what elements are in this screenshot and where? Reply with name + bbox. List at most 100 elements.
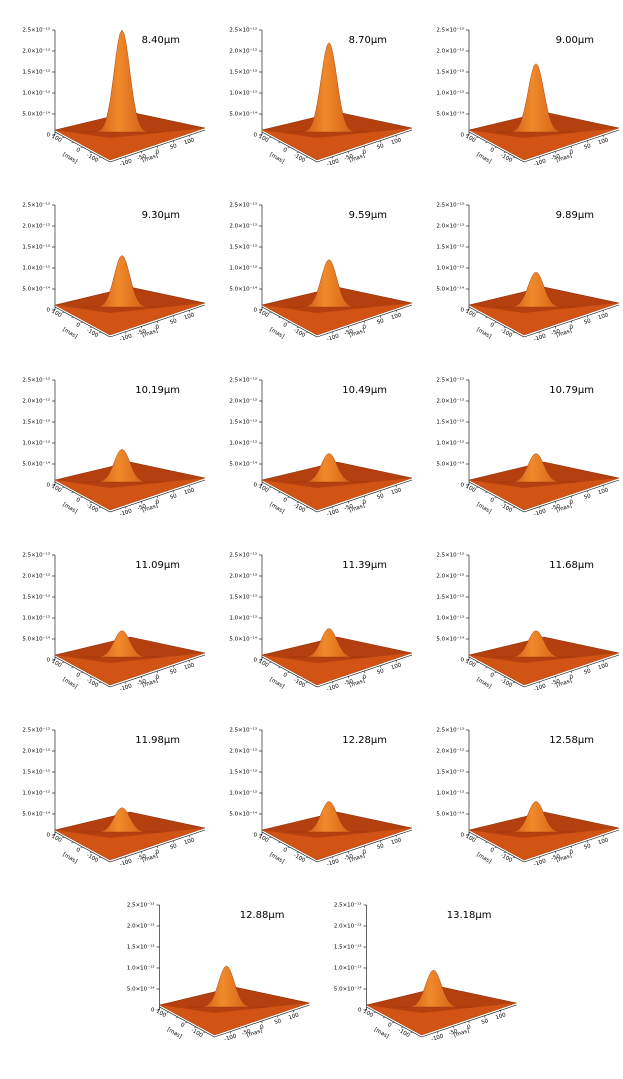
z-tick-label: 5.0×10⁻¹⁴	[127, 986, 155, 993]
x-tick-label: 50	[481, 1018, 490, 1026]
panel: 0 5.0×10⁻¹⁴ 1.0×10⁻¹³ 1.5×10⁻¹³ 2.0×10⁻¹³ 2.5…	[22, 552, 206, 693]
panel-title: 12.88μm	[240, 910, 285, 921]
y-tick	[382, 1016, 385, 1019]
z-tick-label: 2.5×10⁻¹³	[436, 202, 464, 209]
z-tick-label: 2.0×10⁻¹³	[229, 748, 257, 755]
z-tick-label: 1.5×10⁻¹³	[436, 244, 464, 251]
y-tick-label: 0	[75, 147, 81, 154]
x-axis-label: [mas]	[556, 153, 573, 164]
z-tick-label: 1.5×10⁻¹³	[229, 419, 257, 426]
y-tick-label: 100	[257, 309, 270, 320]
y-tick	[287, 671, 290, 674]
y-tick-label: 100	[257, 134, 270, 145]
y-tick	[194, 1026, 197, 1029]
y-tick	[503, 676, 506, 679]
surface-shade	[262, 653, 412, 685]
panel-title: 12.28μm	[342, 735, 387, 746]
surface-peak	[82, 449, 162, 483]
z-tick-label: 0	[254, 133, 258, 139]
z-tick-label: 2.0×10⁻¹³	[436, 48, 464, 55]
x-tick-label: 100	[183, 312, 195, 321]
y-axis-label: [mas]	[268, 852, 285, 865]
z-tick-label: 2.0×10⁻¹³	[436, 748, 464, 755]
x-tick-label: 100	[390, 662, 402, 671]
y-tick-label: 100	[50, 309, 63, 320]
panel-title: 12.58μm	[549, 735, 594, 746]
x-tick-label: 50	[169, 843, 178, 851]
x-tick-label: 0	[362, 499, 368, 506]
z-tick-label: 2.5×10⁻¹³	[436, 377, 464, 384]
panel: 0 5.0×10⁻¹⁴ 1.0×10⁻¹³ 1.5×10⁻¹³ 2.0×10⁻¹³ 2.5…	[229, 377, 413, 518]
z-tick-label: 2.0×10⁻¹³	[22, 48, 50, 55]
x-tick-label: -100	[119, 158, 133, 168]
y-tick	[512, 856, 515, 859]
y-tick	[278, 316, 281, 319]
surface-peak	[186, 965, 267, 1008]
x-axis-label: [mas]	[246, 1028, 263, 1039]
y-tick-label: 100	[257, 834, 270, 845]
panel-title: 9.00μm	[556, 35, 594, 46]
z-tick-label: 2.5×10⁻¹³	[436, 727, 464, 734]
x-tick-label: -50	[137, 853, 148, 862]
y-axis-label: [mas]	[373, 1027, 390, 1040]
z-tick-label: 0	[47, 308, 51, 314]
z-tick-label: 5.0×10⁻¹⁴	[22, 461, 50, 468]
x-tick-label: -50	[551, 503, 562, 512]
x-tick-label: 50	[274, 1018, 283, 1026]
y-axis-label: [mas]	[61, 852, 78, 865]
surface-peak	[496, 630, 576, 658]
x-tick-label: -50	[344, 678, 355, 687]
x-tick-label: 0	[155, 674, 161, 681]
y-tick-label: 0	[75, 497, 81, 504]
y-tick-label: 0	[489, 322, 495, 329]
y-tick	[269, 836, 272, 839]
y-tick-label: 0	[75, 847, 81, 854]
surface-shade	[366, 1003, 517, 1035]
y-tick	[98, 681, 101, 684]
panel-title: 11.98μm	[135, 735, 180, 746]
z-tick-label: 2.5×10⁻¹³	[22, 727, 50, 734]
z-tick-label: 0	[47, 133, 51, 139]
y-tick	[278, 666, 281, 669]
x-axis-label: [mas]	[142, 503, 159, 514]
x-axis-label: [mas]	[556, 328, 573, 339]
x-tick-label: 50	[583, 318, 592, 326]
y-tick	[485, 316, 488, 319]
y-tick	[503, 501, 506, 504]
panel-title: 9.59μm	[349, 210, 387, 221]
x-tick-label: -50	[551, 328, 562, 337]
y-tick	[80, 671, 83, 674]
x-axis-label: [mas]	[349, 853, 366, 864]
x-tick-label: -50	[551, 153, 562, 162]
y-tick	[80, 146, 83, 149]
y-tick-label: 0	[489, 497, 495, 504]
x-tick-label: -50	[344, 503, 355, 512]
x-tick-label: -100	[224, 1033, 238, 1043]
y-tick-label: -100	[85, 153, 99, 165]
surface-peak	[496, 271, 576, 308]
surface-peak	[289, 628, 369, 658]
z-tick-label: 1.5×10⁻¹³	[229, 69, 257, 76]
z-tick-label: 2.5×10⁻¹³	[22, 377, 50, 384]
x-tick-label: -100	[533, 158, 547, 168]
y-tick	[476, 661, 479, 664]
y-tick	[494, 321, 497, 324]
z-tick-label: 0	[47, 833, 51, 839]
x-tick-label: 50	[583, 143, 592, 151]
y-axis-label: [mas]	[166, 1027, 183, 1040]
z-tick-label: 5.0×10⁻¹⁴	[22, 811, 50, 818]
x-tick-label: 0	[155, 324, 161, 331]
y-tick	[80, 321, 83, 324]
y-tick	[296, 151, 299, 154]
x-tick-label: 100	[597, 312, 609, 321]
panel: 0 5.0×10⁻¹⁴ 1.0×10⁻¹³ 1.5×10⁻¹³ 2.0×10⁻¹³ 2.5…	[229, 727, 413, 868]
z-tick-label: 1.5×10⁻¹³	[436, 69, 464, 76]
surface-shade	[159, 1003, 310, 1035]
y-tick	[278, 841, 281, 844]
y-tick	[287, 496, 290, 499]
z-tick-label: 5.0×10⁻¹⁴	[334, 986, 362, 993]
y-tick	[485, 666, 488, 669]
y-tick-label: -100	[292, 853, 306, 865]
panel: 0 5.0×10⁻¹⁴ 1.0×10⁻¹³ 1.5×10⁻¹³ 2.0×10⁻¹³ 2.5…	[436, 377, 620, 518]
y-axis-label: [mas]	[268, 327, 285, 340]
